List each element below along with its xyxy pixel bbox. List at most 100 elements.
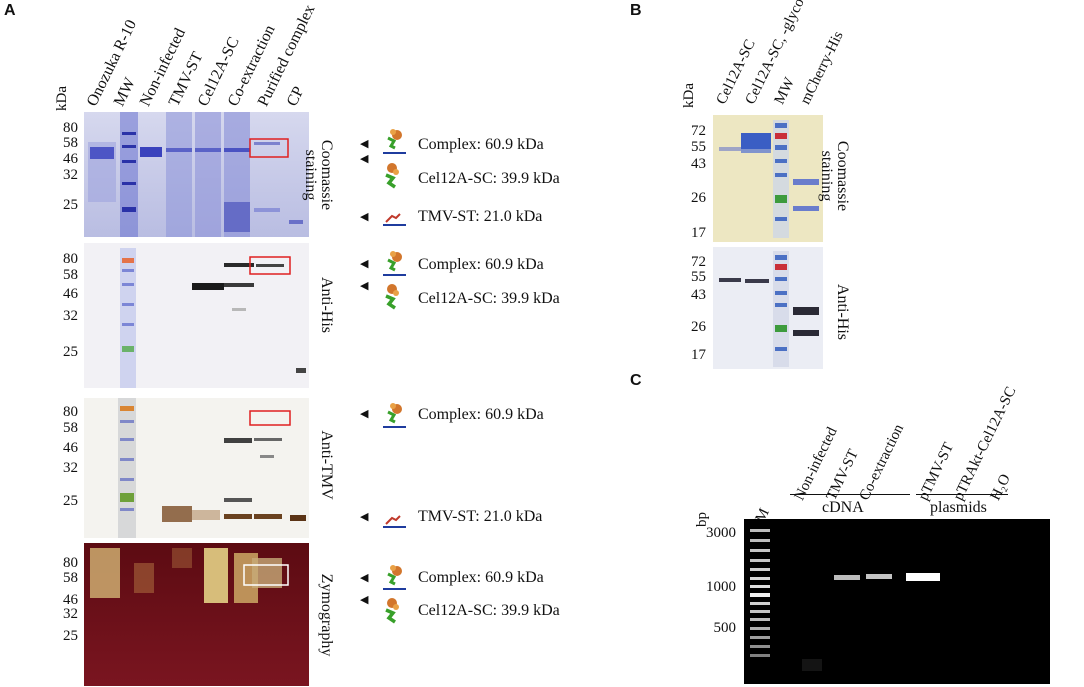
blot-label-b-coomassie: Coomassie staining	[818, 126, 851, 226]
blot-label-line: Anti-His	[318, 277, 335, 333]
panel-letter-a: A	[4, 2, 16, 19]
panel-b-marker: 17	[691, 225, 706, 241]
blot-label-zymography: Zymography	[318, 560, 335, 670]
annotation-complex: Complex: 60.9 kDa	[418, 136, 544, 153]
panel-a-marker: 58	[63, 135, 78, 151]
panel-c-marker: 1000	[706, 579, 736, 595]
panel-a-marker: 46	[63, 440, 78, 456]
panel-letter-b: B	[630, 2, 642, 19]
gel-antihis-a-image	[84, 243, 309, 388]
group-label-cdna: cDNA	[822, 499, 864, 516]
blot-label-antihis: Anti-His	[318, 265, 335, 345]
blot-label-coomassie: Coomassie staining	[302, 115, 335, 235]
arrowhead-icon: ◀	[360, 408, 369, 420]
gel-coomassie-b-image	[713, 115, 823, 242]
blot-label-antitmv: Anti-TMV	[318, 425, 335, 505]
panel-a-lane-label: CP	[283, 83, 308, 109]
annotation-tmv-st: TMV-ST: 21.0 kDa	[418, 508, 543, 525]
panel-a-marker: 46	[63, 286, 78, 302]
arrowhead-icon: ◀	[360, 511, 369, 523]
panel-a-marker: 46	[63, 151, 78, 167]
panel-a-lane-label: MW	[110, 75, 139, 109]
complex-icon	[383, 565, 406, 590]
gel-antitmv-a	[84, 398, 309, 538]
panel-a-marker: 25	[63, 344, 78, 360]
tmv-st-icon	[383, 213, 406, 226]
gel-antihis-b	[713, 247, 823, 369]
panel-b-marker: 72	[691, 123, 706, 139]
panel-a-marker: 32	[63, 606, 78, 622]
gel-antitmv-a-image	[84, 398, 309, 538]
gel-dna-c-image	[744, 519, 1050, 684]
annotation-cel12a: Cel12A-SC: 39.9 kDa	[418, 290, 560, 307]
panel-b-marker: 26	[691, 319, 706, 335]
blot-label-line: Coomassie	[834, 140, 851, 212]
gel-coomassie-a	[84, 112, 309, 237]
tmv-st-icon	[383, 515, 406, 528]
panel-a-marker: 58	[63, 267, 78, 283]
gel-antihis-a	[84, 243, 309, 388]
panel-b-marker: 43	[691, 287, 706, 303]
panel-b-marker: 17	[691, 347, 706, 363]
panel-a-marker: 58	[63, 420, 78, 436]
annotation-complex: Complex: 60.9 kDa	[418, 569, 544, 586]
annotation-tmv-st: TMV-ST: 21.0 kDa	[418, 208, 543, 225]
panel-b-marker: 26	[691, 190, 706, 206]
panel-a-marker: 46	[63, 592, 78, 608]
gel-dna-c	[744, 519, 1050, 684]
panel-a-marker: 32	[63, 167, 78, 183]
group-line-plasmids	[916, 494, 1008, 495]
cel12a-icon	[385, 163, 399, 189]
group-line-cdna	[790, 494, 910, 495]
panel-b-marker: 55	[691, 139, 706, 155]
annotation-complex: Complex: 60.9 kDa	[418, 256, 544, 273]
cel12a-icon	[385, 284, 399, 310]
panel-b-marker: 72	[691, 254, 706, 270]
blot-label-line: staining	[818, 150, 835, 202]
blot-label-line: Anti-His	[834, 284, 851, 340]
gel-zymography-a	[84, 543, 309, 686]
panel-b-lane-label: MW	[771, 75, 799, 107]
blot-label-line: Anti-TMV	[318, 430, 335, 500]
gel-zymography-a-image	[84, 543, 309, 686]
cel12a-icon	[385, 598, 399, 624]
arrowhead-icon: ◀	[360, 594, 369, 606]
arrowhead-icon: ◀	[360, 280, 369, 292]
complex-icon	[383, 129, 406, 154]
annotation-complex: Complex: 60.9 kDa	[418, 406, 544, 423]
panel-b-unit-label: kDa	[681, 83, 697, 108]
blot-label-line: staining	[302, 149, 319, 201]
arrowhead-icon: ◀	[360, 572, 369, 584]
panel-a-marker: 80	[63, 404, 78, 420]
arrowhead-icon: ◀	[360, 211, 369, 223]
panel-letter-c: C	[630, 372, 642, 389]
gel-coomassie-b	[713, 115, 823, 242]
panel-a-marker: 32	[63, 460, 78, 476]
arrowhead-icon: ◀	[360, 138, 369, 150]
panel-c-marker: 3000	[706, 525, 736, 541]
panel-b-lane-label: mCherry-His	[797, 28, 847, 107]
panel-b-marker: 55	[691, 269, 706, 285]
panel-a-marker: 25	[63, 493, 78, 509]
panel-a-marker: 80	[63, 251, 78, 267]
complex-icon	[383, 403, 406, 428]
annotation-cel12a: Cel12A-SC: 39.9 kDa	[418, 170, 560, 187]
panel-a-marker: 80	[63, 120, 78, 136]
arrowhead-icon: ◀	[360, 258, 369, 270]
panel-c-lane-label: Co-extraction	[856, 421, 908, 503]
gel-coomassie-a-image	[84, 112, 309, 237]
complex-icon	[383, 251, 406, 276]
group-label-plasmids: plasmids	[930, 499, 987, 516]
panel-c-marker: 500	[713, 620, 737, 636]
panel-a-marker: 25	[63, 197, 78, 213]
panel-a-unit-label: kDa	[54, 86, 70, 111]
panel-c-lane-label: H₂O	[987, 471, 1014, 503]
blot-label-line: Zymography	[318, 573, 335, 657]
blot-label-b-antihis: Anti-His	[834, 272, 851, 352]
annotation-cel12a: Cel12A-SC: 39.9 kDa	[418, 602, 560, 619]
panel-a-marker: 32	[63, 308, 78, 324]
arrowhead-icon: ◀	[360, 153, 369, 165]
panel-a-marker: 25	[63, 628, 78, 644]
panel-b-marker: 43	[691, 156, 706, 172]
